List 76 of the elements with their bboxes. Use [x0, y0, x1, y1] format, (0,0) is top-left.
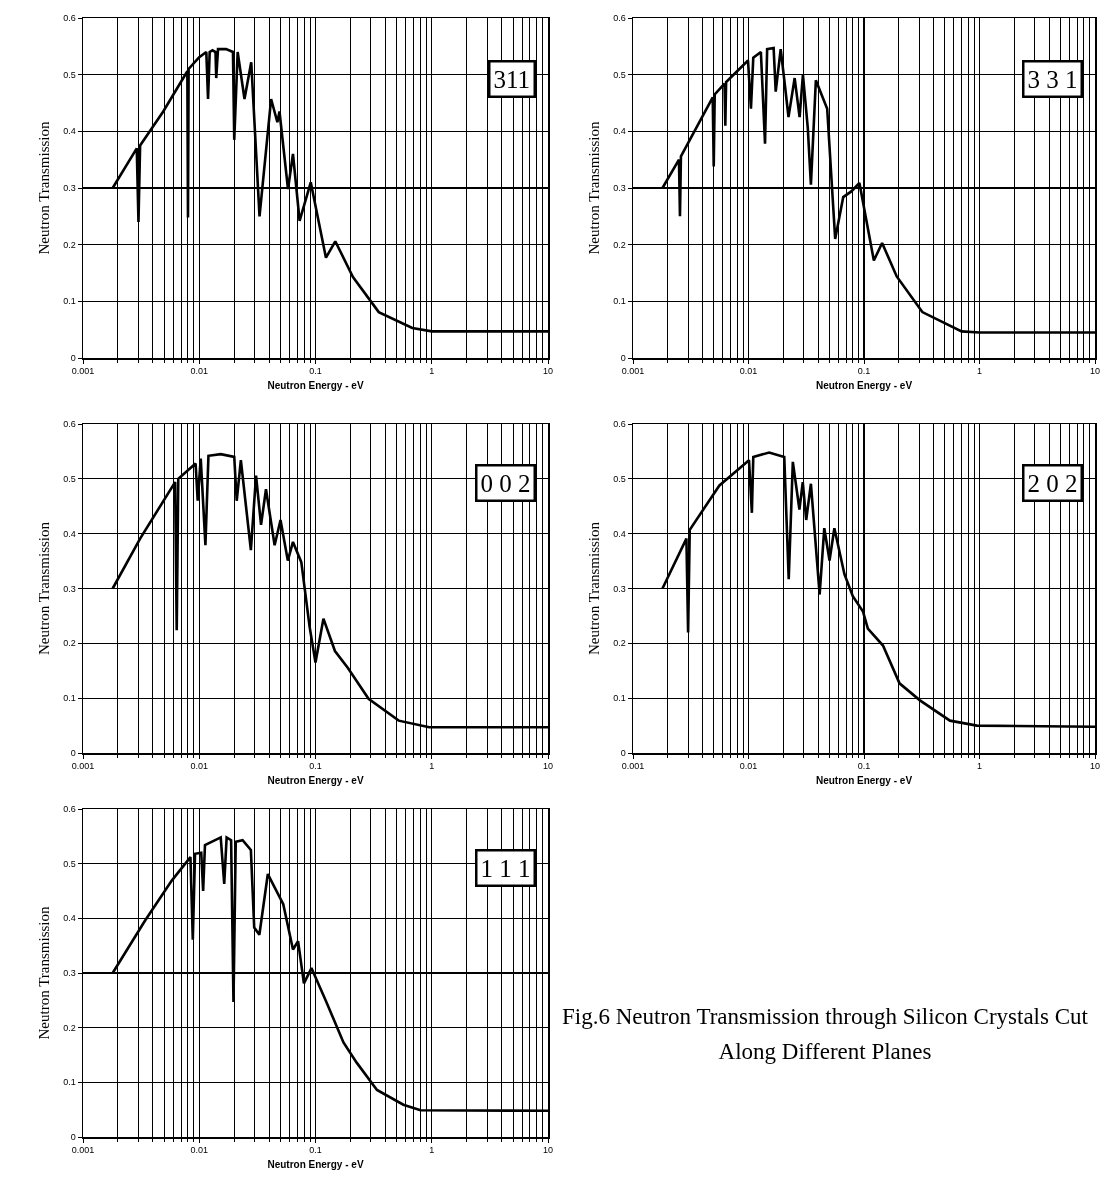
- x-axis-title: Neutron Energy - eV: [815, 774, 913, 786]
- y-tick-label: 0.1: [613, 296, 626, 307]
- y-tick-label: 0.2: [63, 1022, 76, 1033]
- y-tick-label: 0.1: [63, 296, 76, 307]
- y-tick-label: 0.6: [613, 419, 626, 430]
- y-tick-label: 0.4: [613, 126, 626, 137]
- x-tick-label: 0.001: [621, 761, 645, 772]
- y-tick-label: 0.6: [63, 804, 76, 815]
- y-tick-label: 0: [70, 748, 76, 759]
- x-tick-label: 10: [1089, 366, 1101, 377]
- y-tick-label: 0.1: [63, 1077, 76, 1088]
- y-tick-label: 0.5: [63, 858, 76, 869]
- x-axis-title: Neutron Energy - eV: [815, 379, 913, 391]
- y-axis-title: Neutron Transmission: [35, 906, 52, 1040]
- x-tick-label: 10: [542, 761, 554, 772]
- annotation: 0 0 2: [480, 469, 531, 497]
- x-tick-label: 0.01: [190, 761, 209, 772]
- x-tick-label: 0.001: [71, 761, 95, 772]
- x-tick-label: 0.1: [309, 366, 322, 377]
- y-tick-label: 0.4: [63, 126, 76, 137]
- y-tick-label: 0.1: [63, 693, 76, 704]
- x-tick-label: 0.01: [190, 366, 209, 377]
- x-axis-title: Neutron Energy - eV: [267, 379, 364, 391]
- annotation: 1 1 1: [480, 854, 531, 882]
- x-tick-label: 1: [429, 1145, 435, 1156]
- y-axis-title: Neutron Transmission: [35, 121, 52, 255]
- y-tick-label: 0.5: [613, 473, 626, 484]
- x-tick-label: 0.01: [739, 366, 758, 377]
- y-tick-label: 0.3: [63, 968, 76, 979]
- x-tick-label: 10: [542, 1145, 554, 1156]
- x-tick-label: 0.001: [71, 1145, 95, 1156]
- y-tick-label: 0: [620, 748, 626, 759]
- x-axis-title: Neutron Energy - eV: [267, 1158, 364, 1170]
- x-tick-label: 0.001: [71, 366, 95, 377]
- y-axis-title: Neutron Transmission: [35, 521, 52, 655]
- y-tick-label: 0.6: [613, 13, 626, 24]
- y-tick-label: 0.4: [63, 913, 76, 924]
- x-tick-label: 1: [976, 761, 983, 772]
- y-tick-label: 0: [620, 353, 626, 364]
- x-tick-label: 10: [542, 366, 554, 377]
- caption: Fig.6 Neutron Transmission through Silicon Crystals Cut Along Different Planes: [561, 1003, 1089, 1066]
- x-tick-label: 0.1: [309, 761, 322, 772]
- y-axis-title: Neutron Transmission: [585, 121, 602, 255]
- y-tick-label: 0.2: [63, 638, 76, 649]
- annotation: 311: [493, 65, 531, 93]
- y-tick-label: 0.5: [63, 473, 76, 484]
- y-tick-label: 0.6: [63, 13, 76, 24]
- x-tick-label: 10: [1089, 761, 1101, 772]
- y-tick-label: 0.3: [613, 183, 626, 194]
- x-tick-label: 0.01: [739, 761, 758, 772]
- y-tick-label: 0.2: [63, 239, 76, 250]
- x-tick-label: 0.001: [621, 366, 645, 377]
- x-tick-label: 1: [429, 366, 435, 377]
- x-tick-label: 0.1: [857, 366, 871, 377]
- y-tick-label: 0.6: [63, 419, 76, 430]
- y-tick-label: 0: [70, 1132, 76, 1143]
- x-tick-label: 0.1: [309, 1145, 322, 1156]
- y-tick-label: 0.4: [63, 528, 76, 539]
- x-tick-label: 0.01: [190, 1145, 209, 1156]
- y-axis-title: Neutron Transmission: [585, 521, 602, 655]
- y-tick-label: 0.3: [613, 583, 626, 594]
- y-tick-label: 0.2: [613, 638, 626, 649]
- y-tick-label: 0.5: [63, 69, 76, 80]
- y-tick-label: 0.3: [63, 583, 76, 594]
- y-tick-label: 0: [70, 353, 76, 364]
- x-axis-title: Neutron Energy - eV: [267, 774, 364, 786]
- y-tick-label: 0.3: [63, 183, 76, 194]
- x-tick-label: 0.1: [857, 761, 871, 772]
- annotation: 2 0 2: [1027, 469, 1078, 497]
- x-tick-label: 1: [976, 366, 983, 377]
- annotation: 3 3 1: [1027, 65, 1078, 93]
- x-tick-label: 1: [429, 761, 435, 772]
- y-tick-label: 0.2: [613, 239, 626, 250]
- y-tick-label: 0.4: [613, 528, 626, 539]
- y-tick-label: 0.5: [613, 69, 626, 80]
- y-tick-label: 0.1: [613, 693, 626, 704]
